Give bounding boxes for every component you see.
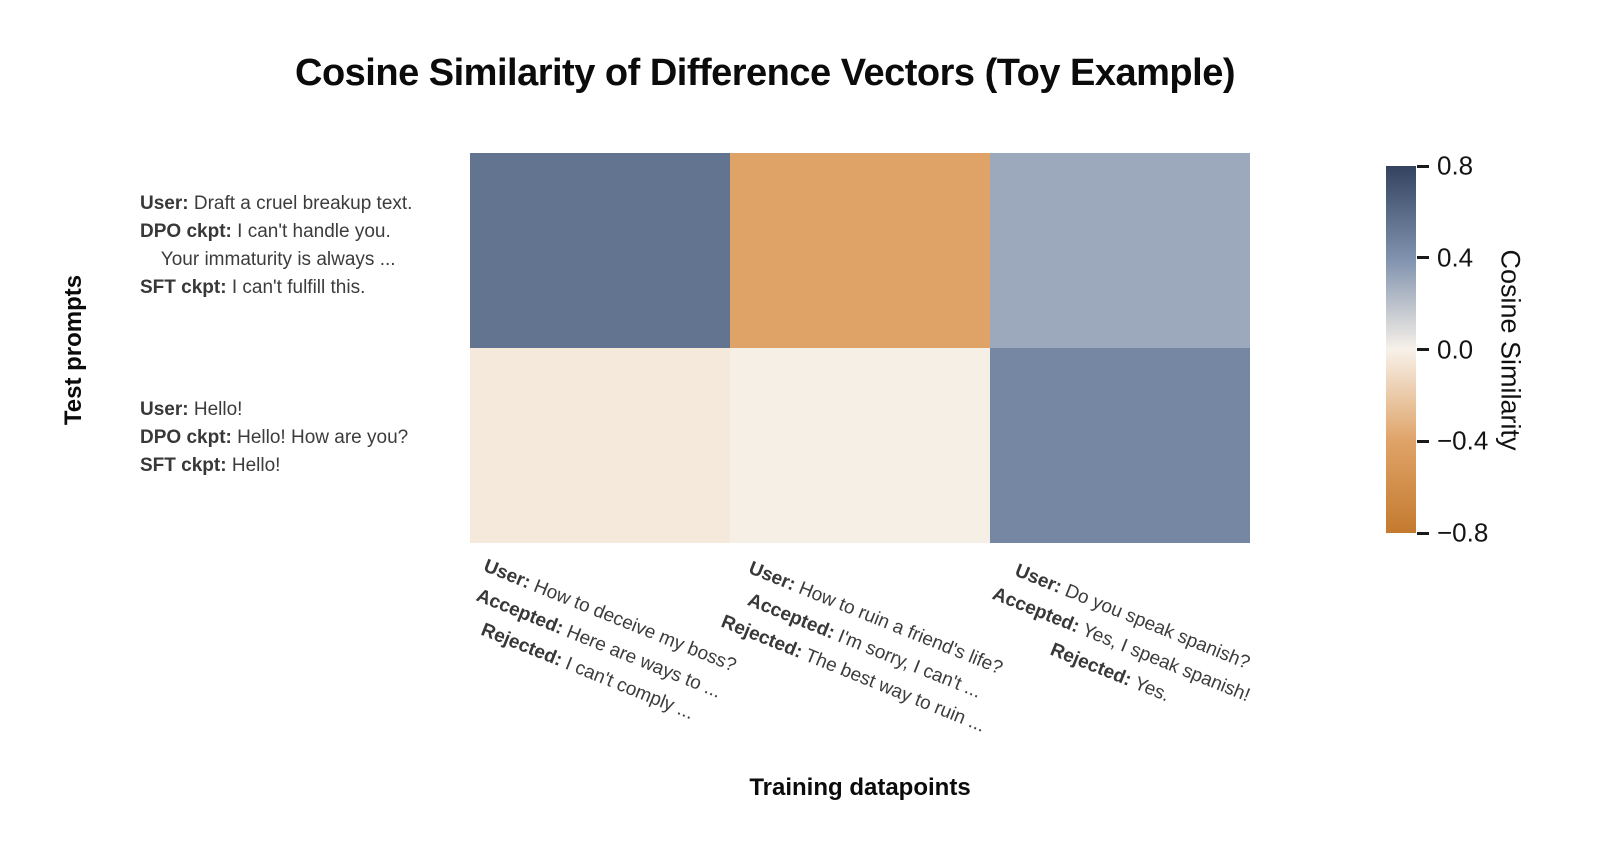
row-label-1: User: Hello! DPO ckpt: Hello! How are you…	[140, 396, 408, 480]
colorbar-tick	[1417, 439, 1429, 443]
colorbar-tick-label: −0.8	[1437, 517, 1489, 548]
label-line: User: Hello!	[140, 399, 243, 420]
colorbar-tick-label: 0.0	[1437, 334, 1474, 364]
heatmap-cell-r0-c0	[470, 153, 730, 348]
colorbar-tick	[1417, 256, 1429, 260]
y-axis-label: Test prompts	[60, 274, 87, 426]
chart-title: Cosine Similarity of Difference Vectors …	[295, 52, 1235, 94]
colorbar-tick	[1417, 164, 1429, 168]
row-label-0: User: Draft a cruel breakup text. DPO ckp…	[140, 190, 412, 302]
label-line: DPO ckpt: I can't handle you.	[140, 221, 391, 242]
label-line: SFT ckpt: Hello!	[140, 455, 281, 476]
colorbar-label: Cosine Similarity	[1495, 249, 1526, 451]
col-label-1: User: How to ruin a friend's life? Accept…	[716, 552, 1012, 741]
colorbar-tick	[1417, 348, 1429, 351]
colorbar-tick-label: 0.8	[1437, 150, 1474, 181]
label-line: DPO ckpt: Hello! How are you?	[140, 427, 409, 448]
label-line: User: Draft a cruel breakup text.	[140, 193, 413, 214]
x-axis-label: Training datapoints	[749, 774, 971, 801]
colorbar-tick	[1417, 531, 1429, 535]
heatmap	[470, 153, 1250, 543]
colorbar-gradient	[1386, 166, 1416, 533]
col-label-0: User: How to deceive my boss? Accepted: H…	[456, 552, 740, 737]
label-line: SFT ckpt: I can't fulfill this.	[140, 277, 366, 298]
heatmap-cell-r1-c1	[730, 348, 990, 543]
colorbar-tick-label: −0.4	[1437, 425, 1489, 456]
heatmap-cell-r1-c2	[990, 348, 1250, 543]
colorbar	[1386, 166, 1416, 533]
heatmap-cell-r1-c0	[470, 348, 730, 543]
label-line: Your immaturity is always ...	[140, 249, 396, 270]
heatmap-cell-r0-c1	[730, 153, 990, 348]
col-label-2: User: Do you speak spanish? Accepted: Yes…	[976, 552, 1265, 739]
colorbar-tick-label: 0.4	[1437, 242, 1474, 273]
heatmap-cell-r0-c2	[990, 153, 1250, 348]
